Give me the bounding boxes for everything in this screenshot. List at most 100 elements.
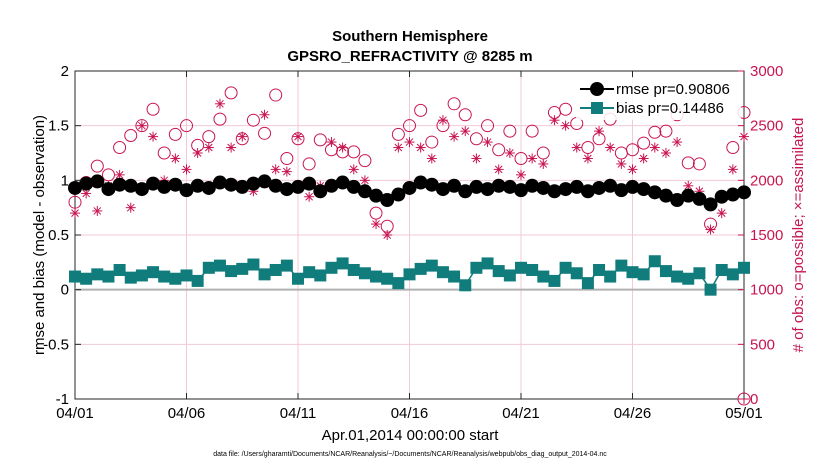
possible-point (692, 157, 706, 171)
bias-point (113, 263, 126, 276)
possible-point (503, 124, 517, 138)
bias-point (314, 269, 327, 282)
possible-point (481, 119, 495, 133)
assimilated-point (192, 148, 203, 158)
bias-point (213, 259, 226, 272)
assimilated-point (293, 131, 303, 142)
bias-point (358, 267, 371, 280)
bias-point (135, 269, 148, 282)
rmse-point (469, 179, 484, 194)
bias-point (682, 272, 695, 285)
rmse-point (737, 185, 751, 200)
possible-point (369, 206, 383, 220)
assimilated-point (437, 115, 448, 126)
possible-point (536, 146, 550, 160)
bias-point (336, 257, 349, 270)
bias-point (503, 269, 516, 282)
bias-point (425, 259, 438, 272)
bias-point (370, 270, 383, 283)
x-tick-label: 04/11 (280, 405, 316, 422)
rmse-point (603, 178, 618, 193)
possible-point (124, 129, 138, 143)
rmse-point (514, 183, 528, 198)
bias-point (548, 274, 561, 287)
possible-point (403, 119, 416, 133)
possible-point (280, 151, 294, 165)
assimilated-point (638, 153, 649, 164)
y-left-tick-label: 0.5 (48, 227, 69, 244)
assimilated-point (92, 205, 103, 216)
rmse-point (725, 187, 740, 202)
bias-point (448, 270, 461, 283)
possible-point (135, 119, 149, 133)
rmse-point (313, 184, 328, 199)
bias-point (604, 270, 617, 283)
legend-rmse-label: rmse pr=0.90806 (616, 81, 730, 98)
bias-point (102, 270, 115, 283)
y-right-tick-label: 1000 (750, 282, 783, 299)
assimilated-point (181, 164, 192, 175)
assimilated-point (214, 98, 225, 109)
rmse-point (670, 193, 685, 208)
assimilated-point (270, 164, 281, 175)
grid-lines (75, 71, 744, 399)
x-tick-label: 04/26 (614, 405, 652, 422)
possible-point (258, 126, 272, 140)
y-left-tick-label: -1 (56, 391, 69, 408)
x-tick-label: 05/01 (725, 405, 763, 422)
rmse-point (123, 178, 138, 193)
rmse-point (413, 175, 428, 190)
y-left-tick-label: 1.5 (48, 118, 69, 135)
rmse-point (134, 182, 149, 197)
bias-point (515, 261, 527, 274)
possible-point (492, 143, 506, 157)
assimilated-point (460, 126, 471, 137)
possible-point (157, 146, 171, 160)
bias-point (726, 268, 739, 281)
bias-point (704, 283, 717, 296)
rmse-point (324, 178, 339, 193)
y-right-tick-label: 0 (750, 391, 758, 408)
assimilated-point (527, 153, 538, 164)
rmse-point (224, 177, 239, 192)
bias-point (570, 267, 583, 280)
possible-point (302, 157, 316, 171)
assimilated-point (571, 142, 582, 153)
possible-point (581, 141, 595, 155)
rmse-point (235, 179, 250, 194)
rmse-point (491, 178, 506, 193)
bias-point (247, 258, 260, 271)
bias-point (80, 272, 93, 285)
bias-point (381, 272, 394, 285)
assimilated-point (705, 224, 716, 235)
legend-rmse-marker (590, 82, 604, 96)
assimilated-point (739, 131, 749, 142)
bias-point (537, 270, 550, 283)
y-right-tick-label: 1500 (750, 227, 783, 244)
assimilated-point (605, 142, 616, 153)
bias-point (436, 266, 449, 279)
bias-point (180, 269, 193, 282)
assimilated-point (382, 230, 393, 240)
possible-point (525, 124, 539, 138)
bias-point (258, 268, 271, 281)
possible-point (90, 159, 104, 173)
possible-point (659, 124, 673, 138)
assimilated-point (226, 142, 237, 153)
rmse-point (681, 188, 696, 203)
rmse-point (424, 177, 439, 192)
rmse-point (246, 176, 261, 191)
bias-point (69, 270, 81, 283)
x-tick-label: 04/06 (168, 405, 206, 422)
axis-ticks: 04/01 04/06 04/11 04/16 04/21 04/26 05/01 -1 -0.… (43, 63, 783, 422)
bias-point (492, 265, 505, 278)
chart-title: Southern Hemisphere (332, 28, 488, 45)
rmse-point (636, 182, 651, 197)
assimilated-point (348, 164, 359, 175)
rmse-point (692, 191, 707, 206)
possible-point (358, 154, 372, 168)
assimilated-point (716, 208, 727, 219)
y-left-tick-label: -0.5 (43, 336, 69, 353)
assimilated-point (337, 142, 348, 153)
assimilated-point (393, 142, 404, 153)
